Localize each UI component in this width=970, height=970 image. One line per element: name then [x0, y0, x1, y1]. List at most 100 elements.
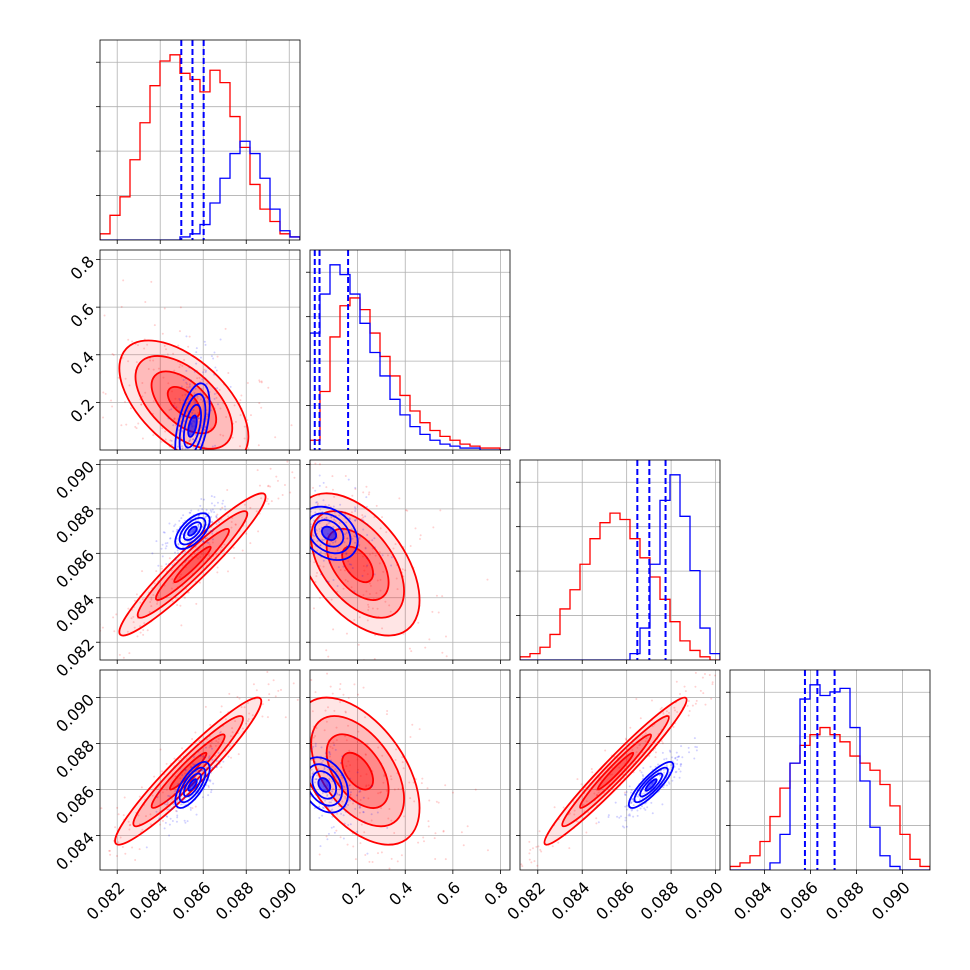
sample-point-blue [213, 511, 216, 514]
hist-blue-0 [100, 140, 300, 240]
sample-point-blue [210, 529, 213, 532]
sample-point-red [348, 770, 351, 773]
sample-point-blue [211, 766, 214, 769]
sample-point-red [230, 521, 233, 524]
sample-point-blue [176, 528, 179, 531]
sample-point-blue [163, 827, 166, 830]
sample-point-blue [373, 546, 376, 549]
sample-point-red [376, 607, 379, 610]
sample-point-red [381, 516, 384, 519]
sample-point-blue [170, 807, 173, 810]
sample-point-red [376, 579, 379, 582]
sample-point-red [239, 399, 242, 402]
sample-point-blue [212, 357, 215, 360]
contour-red [173, 545, 212, 584]
sample-point-red [366, 743, 369, 746]
sample-point-blue [181, 447, 184, 450]
sample-point-red [270, 500, 273, 503]
sample-point-red [219, 730, 222, 733]
sample-point-red [314, 462, 317, 465]
sample-point-blue [338, 793, 341, 796]
sample-point-red [444, 635, 447, 638]
sample-point-blue [308, 787, 310, 789]
sample-point-red [344, 710, 347, 713]
sample-point-blue [353, 519, 356, 522]
sample-point-blue [310, 525, 313, 528]
sample-point-red [271, 798, 273, 800]
sample-point-red [109, 871, 111, 873]
sample-point-red [349, 793, 352, 796]
sample-point-blue [642, 775, 645, 778]
sample-point-red [290, 424, 293, 427]
sample-point-red [440, 674, 442, 676]
sample-point-blue [304, 508, 306, 510]
sample-point-red [236, 696, 239, 699]
sample-point-blue [215, 765, 218, 768]
contour-blue [187, 778, 198, 792]
sample-point-red [32, 940, 34, 942]
sample-point-red [694, 685, 697, 688]
sample-point-red [349, 793, 352, 796]
sample-point-red [330, 598, 333, 601]
sample-point-red [365, 773, 368, 776]
sample-point-blue [292, 752, 294, 754]
sample-point-blue [623, 826, 626, 829]
sample-point-blue [330, 826, 333, 829]
sample-point-red [322, 436, 324, 438]
sample-point-red [157, 367, 160, 370]
sample-point-red [593, 792, 596, 795]
axes-frame-3-3 [729, 669, 931, 871]
sample-point-red [258, 484, 261, 487]
sample-point-red [204, 705, 207, 708]
sample-point-red [209, 723, 212, 726]
sample-point-blue [665, 757, 668, 760]
sample-point-blue [331, 808, 334, 811]
sample-point-blue [344, 810, 347, 813]
sample-point-blue [318, 484, 321, 487]
sample-point-blue [184, 821, 187, 824]
sample-point-red [661, 742, 664, 745]
sample-point-red [345, 765, 348, 768]
sample-point-red [191, 807, 194, 810]
sample-point-blue [321, 759, 324, 762]
sample-point-blue [343, 541, 346, 544]
sample-point-blue [182, 549, 185, 552]
sample-point-red [274, 695, 277, 698]
sample-point-blue [636, 809, 639, 812]
contour-red [310, 696, 421, 846]
sample-point-blue [347, 784, 350, 787]
sample-point-red [234, 720, 237, 723]
sample-point-blue [328, 751, 331, 754]
sample-point-blue [216, 387, 219, 390]
sample-point-red [711, 683, 714, 686]
sample-point-blue [286, 774, 288, 776]
sample-point-red [25, 699, 27, 701]
sample-point-red [242, 683, 244, 685]
sample-point-blue [352, 800, 355, 803]
sample-point-red [94, 690, 96, 692]
sample-point-red [171, 578, 174, 581]
sample-point-blue [324, 752, 327, 755]
sample-point-red [408, 781, 411, 784]
sample-point-red [112, 616, 115, 619]
sample-point-blue [607, 814, 610, 817]
sample-point-red [291, 471, 294, 474]
sample-point-red [507, 867, 509, 869]
sample-point-red [150, 598, 153, 601]
sample-point-blue [353, 590, 356, 593]
sample-point-red [191, 555, 194, 558]
sample-point-red [91, 673, 93, 675]
sample-point-red [409, 545, 412, 548]
sample-point-blue [295, 527, 297, 529]
sample-point-blue [342, 528, 345, 531]
sample-point-red [362, 491, 365, 494]
sample-point-blue [152, 468, 154, 470]
sample-point-red [172, 352, 175, 355]
sample-point-red [339, 568, 342, 571]
sample-point-red [164, 430, 167, 433]
sample-point-red [312, 607, 315, 610]
sample-point-red [127, 338, 130, 341]
sample-point-blue [268, 528, 270, 530]
sample-point-blue [285, 805, 287, 807]
sample-point-red [654, 751, 657, 754]
